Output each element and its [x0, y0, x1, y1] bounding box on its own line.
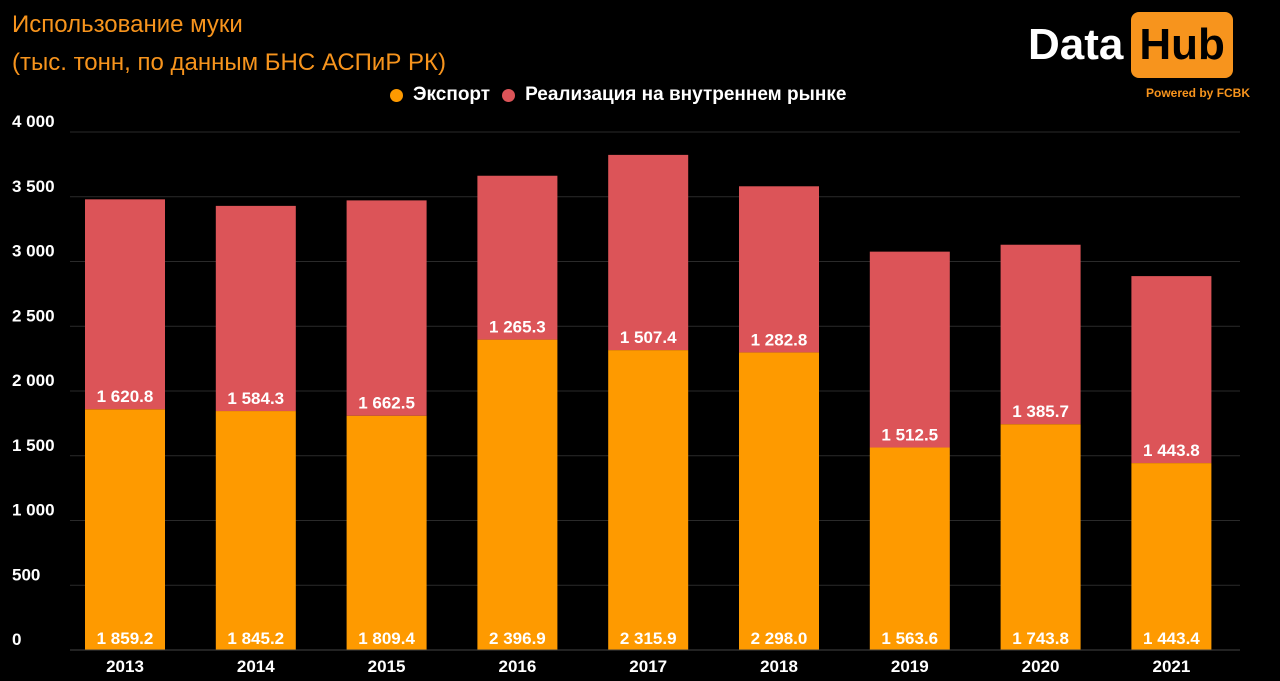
bar-domestic [346, 200, 427, 416]
y-tick-label: 0 [12, 630, 21, 649]
bar-export [477, 339, 558, 650]
bar-export [1000, 424, 1081, 650]
x-tick-label: 2019 [891, 657, 929, 676]
bar-export [85, 409, 165, 650]
legend-label-domestic: Реализация на внутреннем рынке [525, 84, 847, 105]
legend-item-export: Экспорт [390, 84, 490, 106]
y-tick-label: 500 [12, 565, 40, 584]
value-label-domestic: 1 443.8 [1143, 441, 1200, 460]
x-tick-label: 2016 [498, 657, 536, 676]
bar-export [739, 352, 819, 650]
value-label-export: 2 396.9 [489, 629, 546, 648]
y-tick-label: 1 000 [12, 501, 55, 520]
value-label-export: 2 298.0 [751, 629, 808, 648]
y-tick-label: 3 500 [12, 177, 55, 196]
bar-domestic [215, 205, 296, 412]
value-label-domestic: 1 385.7 [1012, 402, 1069, 421]
x-tick-label: 2013 [106, 657, 144, 676]
title-line-1: Использование муки [12, 11, 243, 38]
value-label-export: 1 845.2 [227, 629, 284, 648]
value-label-domestic: 1 265.3 [489, 318, 546, 337]
x-tick-label: 2014 [237, 657, 275, 676]
y-tick-label: 1 500 [12, 436, 55, 455]
bar-export [608, 350, 689, 650]
x-tick-label: 2020 [1022, 657, 1060, 676]
legend-dot-export [390, 88, 403, 102]
x-tick-label: 2017 [629, 657, 667, 676]
y-tick-label: 2 000 [12, 371, 55, 390]
value-label-domestic: 1 662.5 [358, 394, 415, 413]
y-tick-label: 3 000 [12, 242, 55, 261]
bar-export [1131, 463, 1212, 650]
value-label-domestic: 1 507.4 [620, 328, 677, 347]
chart-title: Использование муки (тыс. тонн, по данным… [12, 6, 446, 82]
bar-domestic [477, 175, 558, 340]
value-label-export: 1 809.4 [358, 629, 415, 648]
value-label-export: 1 443.4 [1143, 629, 1200, 648]
datahub-logo: Data Hub [1028, 12, 1233, 78]
value-label-export: 2 315.9 [620, 629, 677, 648]
y-tick-label: 2 500 [12, 306, 55, 325]
value-label-export: 1 743.8 [1012, 629, 1069, 648]
title-line-2: (тыс. тонн, по данным БНС АСПиР РК) [12, 49, 446, 76]
bar-domestic [608, 154, 689, 351]
bar-domestic [869, 251, 950, 448]
legend-label-export: Экспорт [413, 84, 491, 105]
x-tick-label: 2021 [1152, 657, 1190, 676]
y-tick-label: 4 000 [12, 112, 55, 131]
value-label-domestic: 1 584.3 [227, 389, 284, 408]
bar-domestic [1131, 276, 1212, 464]
value-label-domestic: 1 282.8 [751, 330, 808, 349]
logo-hub-text: Hub [1131, 12, 1233, 78]
value-label-export: 1 859.2 [97, 629, 154, 648]
value-label-export: 1 563.6 [881, 629, 938, 648]
bar-domestic [739, 186, 819, 353]
value-label-domestic: 1 512.5 [881, 426, 938, 445]
x-tick-label: 2018 [760, 657, 798, 676]
bar-domestic [1000, 244, 1081, 425]
bar-domestic [85, 199, 165, 410]
legend-item-domestic: Реализация на внутреннем рынке [502, 84, 846, 106]
powered-by-text: Powered by FCBK [1146, 86, 1251, 100]
logo-data-text: Data [1028, 20, 1124, 69]
legend-dot-domestic [502, 88, 516, 102]
x-tick-label: 2015 [368, 657, 406, 676]
bar-export [869, 447, 950, 650]
bar-export [215, 411, 296, 650]
bar-export [346, 415, 427, 650]
chart-legend: Экспорт Реализация на внутреннем рынке [390, 84, 858, 106]
value-label-domestic: 1 620.8 [97, 387, 154, 406]
